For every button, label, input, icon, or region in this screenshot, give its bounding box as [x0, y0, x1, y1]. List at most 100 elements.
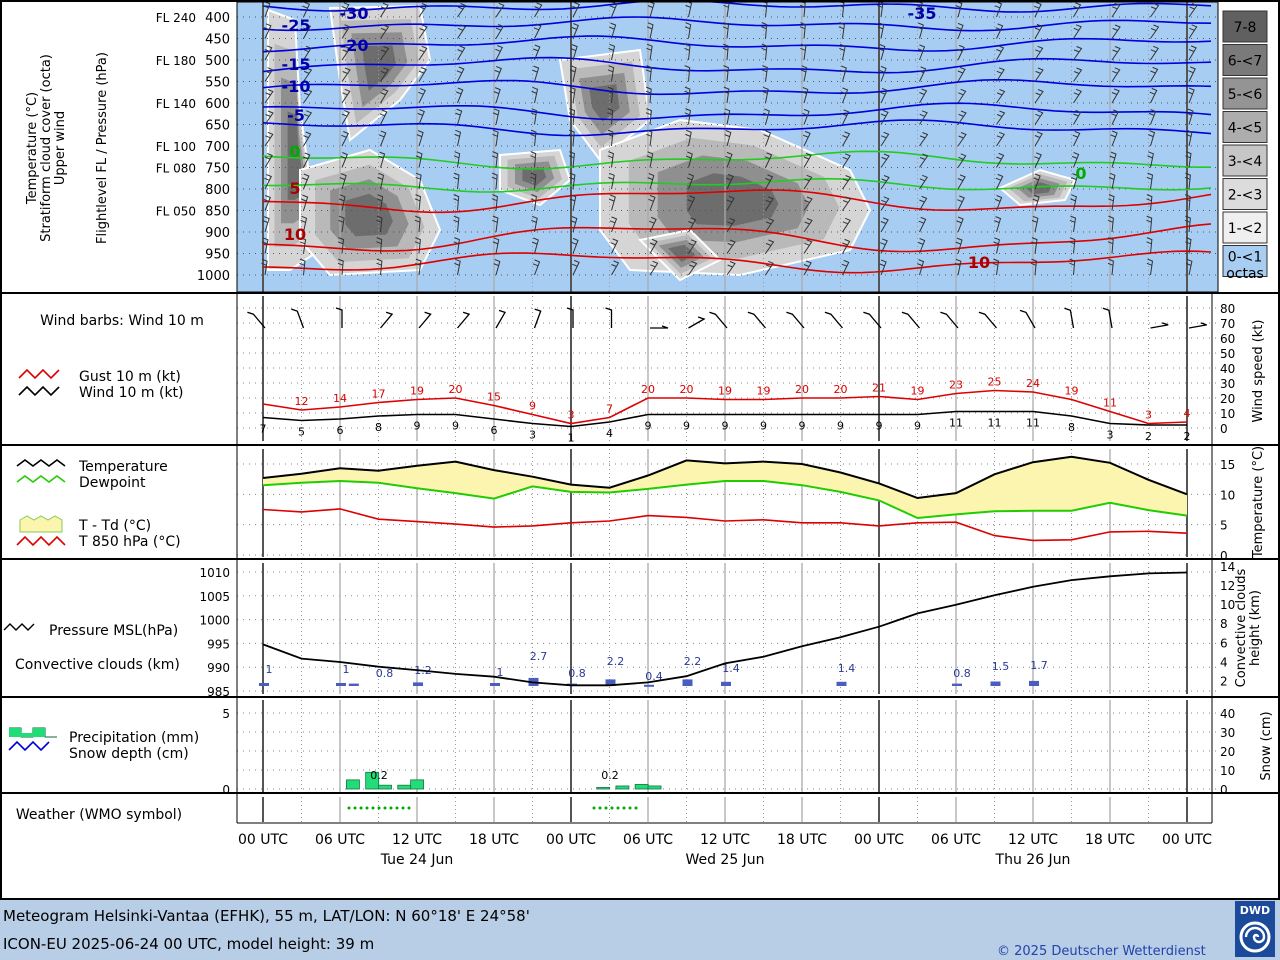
pressure-tick: 500	[205, 54, 230, 69]
time-label: 06 UTC	[315, 832, 365, 848]
legend-label: 4-<5	[1228, 121, 1263, 137]
wind-label: 9	[452, 420, 459, 433]
gust-label: 11	[1103, 397, 1117, 410]
isotherm-label: 10	[284, 225, 306, 244]
wind-barb	[534, 2, 543, 18]
wind-barb	[453, 215, 460, 233]
wind-barb	[1069, 237, 1076, 254]
wind-barb	[1069, 258, 1076, 276]
footer: Meteogram Helsinki-Vantaa (EFHK), 55 m, …	[0, 900, 1280, 960]
wind-barb	[996, 131, 1005, 147]
wind-barb	[842, 238, 851, 254]
wind-label: 2	[1184, 430, 1191, 443]
rain-dot	[628, 806, 632, 810]
cloud-area	[686, 173, 779, 226]
pressure-tick: 600	[205, 97, 230, 112]
dew-legend-swatch	[16, 475, 66, 483]
legend-label: 0-<1	[1228, 250, 1263, 266]
time-axis: 00 UTC 06 UTC 12 UTC 18 UTC 00 UTC 06 UTC 12 U…	[238, 832, 1212, 868]
legend-label: 6-<7	[1228, 54, 1263, 70]
wind-barb	[491, 151, 499, 168]
wind-barb	[802, 108, 810, 125]
pressure-tick: 750	[205, 162, 230, 177]
conv-bar	[605, 679, 616, 686]
wind-barb	[1034, 67, 1044, 82]
pressure-tick: 800	[205, 183, 230, 198]
snow-tick: 20	[1220, 745, 1235, 759]
wind-barb	[762, 86, 769, 104]
rain-dot	[365, 806, 369, 810]
wind-barb	[919, 110, 928, 125]
wind-barb	[457, 45, 466, 61]
wind-barb	[803, 174, 813, 190]
wind-barb	[533, 23, 542, 39]
spread-area	[263, 456, 1187, 518]
precip-tick: 0	[222, 783, 230, 797]
time-label: 18 UTC	[1085, 832, 1135, 848]
legend-label: 3-<4	[1228, 154, 1263, 170]
convective-legend-label: Convective clouds (km)	[15, 657, 180, 673]
wind-barb	[609, 216, 618, 233]
wind-barb	[376, 237, 383, 254]
pressure-tick: 850	[205, 205, 230, 220]
day-label: Wed 25 Jun	[685, 852, 764, 868]
wind-barb	[917, 44, 926, 61]
cloud-area	[361, 45, 396, 91]
rain-dot	[604, 806, 608, 810]
gust-label: 19	[1065, 385, 1079, 398]
snow-tick: 10	[1220, 764, 1235, 778]
wind-barb	[1072, 130, 1081, 147]
wind-grid	[237, 296, 1217, 441]
wind-barb	[994, 1, 1003, 18]
rain-dot	[592, 806, 596, 810]
wind-barb	[457, 311, 471, 329]
wind-barb	[261, 237, 269, 254]
wind-barb	[684, 108, 691, 125]
snow-tick: 30	[1220, 726, 1235, 740]
cloud-area	[589, 84, 620, 122]
wind-barb	[646, 129, 653, 147]
gust-label: 4	[1184, 407, 1191, 420]
wind-barb	[1146, 172, 1154, 190]
rain-dot	[359, 806, 363, 810]
wind-barb	[454, 129, 462, 147]
wind-barb	[380, 46, 390, 61]
time-label: 00 UTC	[854, 832, 904, 848]
wind-label: 11	[949, 417, 963, 430]
wind-label: 9	[414, 420, 421, 433]
wind-barb	[838, 22, 845, 39]
wind-barb	[993, 237, 1000, 254]
pressure-legend-label: Pressure MSL(hPa)	[49, 623, 178, 639]
wind-barb	[376, 258, 383, 276]
upper-wind-barbs	[261, 0, 1198, 276]
wind-barb	[918, 216, 927, 233]
conv-tick: 14	[1220, 560, 1235, 574]
wind-barb	[646, 151, 654, 168]
wind-barb	[880, 175, 890, 190]
fl-tick: FL 140	[156, 97, 196, 111]
wind-barb	[532, 65, 540, 82]
legend-swatch	[1222, 211, 1268, 244]
wind-barb	[303, 89, 313, 104]
temp-lines	[262, 455, 1188, 542]
conv-tick: 8	[1220, 617, 1228, 631]
conv-label: 0.4	[645, 670, 663, 683]
wind-barb	[724, 130, 732, 147]
wind-barb	[1188, 3, 1198, 18]
pressure-tick: 950	[205, 248, 230, 263]
wind-label: 9	[760, 420, 767, 433]
wind-barb	[341, 131, 349, 147]
conv-label: 1	[266, 663, 273, 676]
wind-barb	[1187, 87, 1195, 104]
wind-barb	[726, 217, 736, 233]
wind-barb	[646, 22, 654, 39]
wind-barb	[611, 260, 620, 276]
wind-barb	[917, 22, 924, 39]
wind-barb	[1188, 322, 1207, 329]
precipitation-panel: Precipitation (mm) Snow depth (cm) 0.2 0.…	[8, 700, 1274, 797]
conv-tick: 12	[1220, 579, 1235, 593]
gust-label: 23	[949, 379, 963, 392]
pressure-tick: 985	[207, 685, 230, 699]
wind-barb	[530, 151, 537, 168]
wind-barb	[418, 24, 428, 39]
